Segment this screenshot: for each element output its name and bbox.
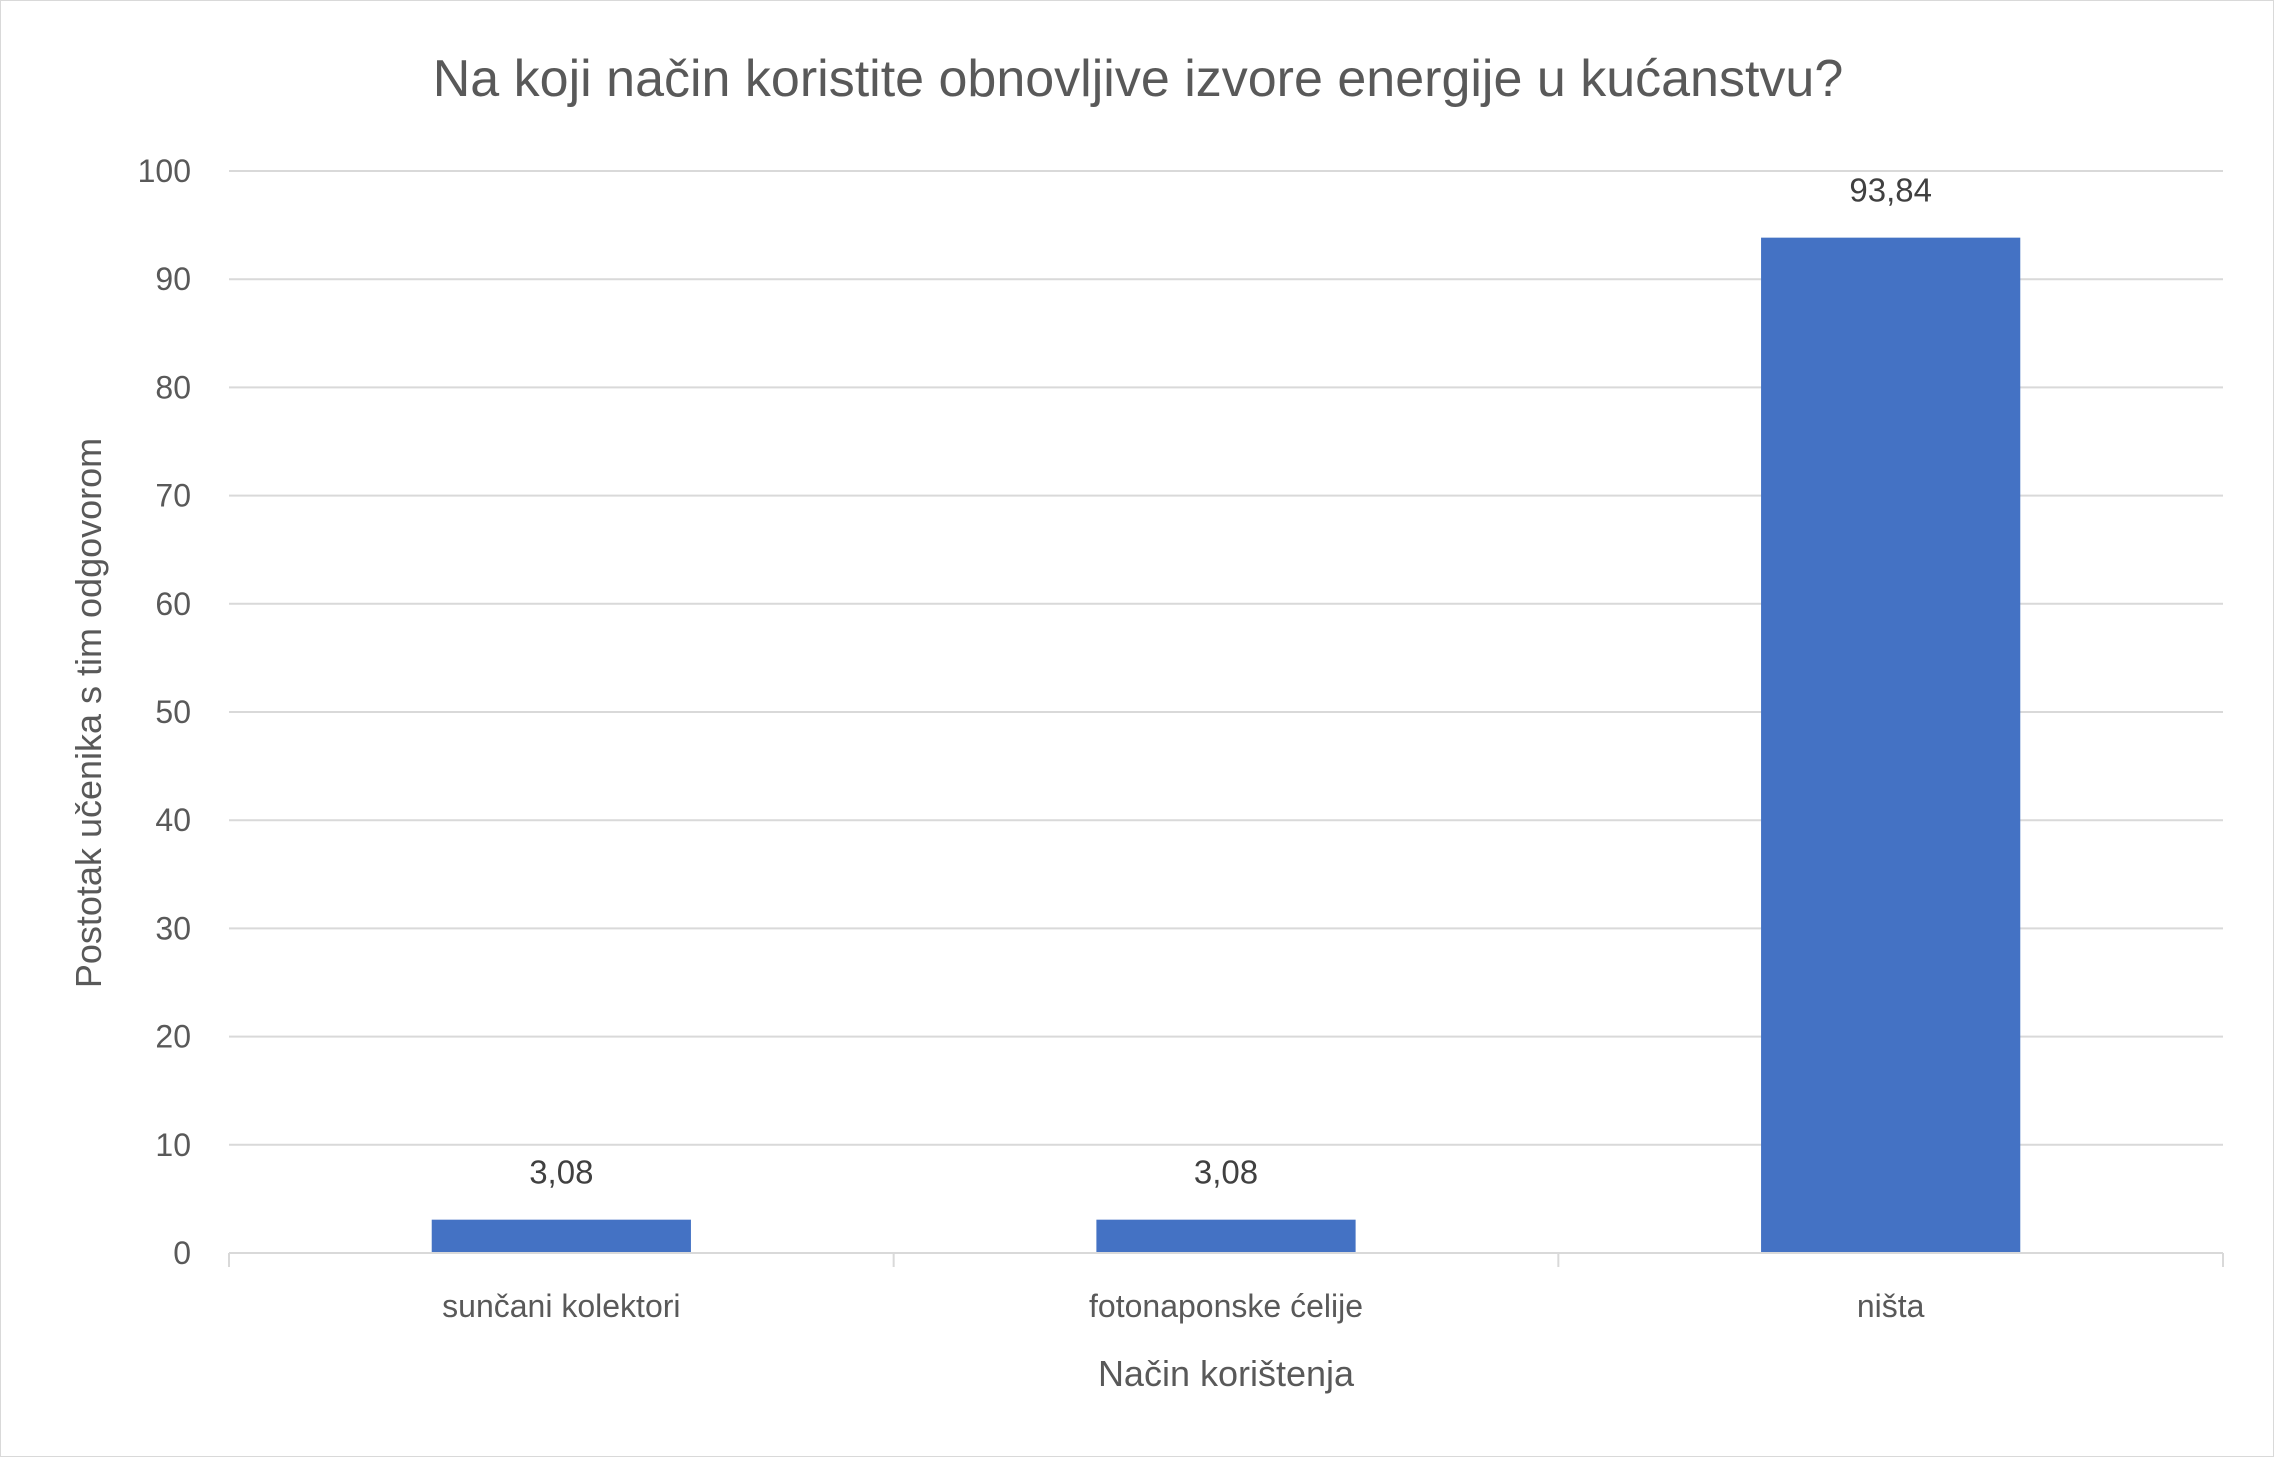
data-label: 93,84 — [1849, 172, 1932, 209]
y-axis-title: Postotak učenika s tim odgovorom — [68, 438, 109, 988]
x-tick-label: fotonaponske ćelije — [1089, 1288, 1363, 1324]
bar — [1096, 1219, 1356, 1253]
x-axis-title: Način korištenja — [1098, 1353, 1355, 1394]
y-tick-label: 90 — [155, 261, 191, 297]
x-axis: sunčani kolektori fotonaponske ćelije ništ… — [228, 1252, 2224, 1324]
bars — [431, 237, 2021, 1254]
y-tick-label: 0 — [173, 1235, 191, 1271]
data-labels: 3,08 3,08 93,84 — [529, 172, 1932, 1191]
y-tick-label: 50 — [155, 694, 191, 730]
y-tick-label: 10 — [155, 1127, 191, 1163]
y-tick-label: 60 — [155, 586, 191, 622]
y-tick-label: 80 — [155, 369, 191, 405]
y-tick-label: 70 — [155, 478, 191, 514]
chart-title: Na koji način koristite obnovljive izvor… — [433, 50, 1844, 108]
data-label: 3,08 — [529, 1154, 593, 1191]
bar — [431, 1219, 691, 1253]
y-tick-label: 20 — [155, 1019, 191, 1055]
x-tick-label: sunčani kolektori — [442, 1288, 680, 1324]
x-tick-label: ništa — [1857, 1288, 1925, 1324]
y-tick-label: 30 — [155, 910, 191, 946]
bar — [1761, 237, 2021, 1254]
gridlines — [229, 170, 2223, 1146]
y-axis-ticks: 0 10 20 30 40 50 60 70 80 90 100 — [138, 153, 191, 1271]
y-tick-label: 100 — [138, 153, 191, 189]
y-tick-label: 40 — [155, 802, 191, 838]
data-label: 3,08 — [1194, 1154, 1258, 1191]
